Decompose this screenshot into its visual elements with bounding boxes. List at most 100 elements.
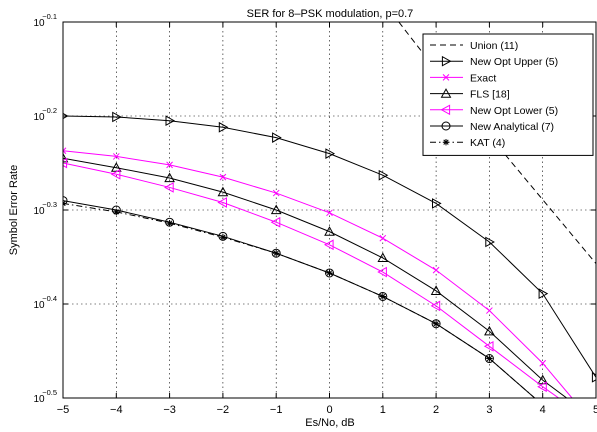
legend-box — [422, 33, 594, 156]
y-tick-exponent: −0.5 — [42, 388, 57, 397]
data-point-asterisk — [486, 355, 493, 362]
data-point-x — [326, 209, 333, 217]
data-point-circle — [441, 121, 451, 131]
data-point-triangle-up — [440, 88, 452, 98]
data-point-triangle-right — [591, 371, 596, 383]
data-point-asterisk — [379, 293, 386, 300]
data-point-triangle-left — [537, 381, 547, 393]
y-tick-exponent: −0.1 — [42, 12, 57, 21]
x-axis-label: Es/No, dB — [305, 417, 355, 429]
legend-label: New Analytical (7) — [470, 121, 554, 133]
ticks — [62, 21, 597, 399]
data-point-triangle-left — [377, 266, 387, 278]
y-tick-label: 10 — [33, 112, 45, 123]
y-tick-label: 10 — [33, 206, 45, 217]
data-point-asterisk — [273, 250, 280, 257]
x-tick-label: −4 — [110, 404, 123, 416]
y-tick-exponent: −0.4 — [42, 294, 57, 303]
data-point-x — [63, 147, 67, 155]
data-point-x — [379, 234, 387, 242]
data-point-x — [432, 266, 440, 274]
data-point-triangle-up — [217, 186, 229, 197]
data-point-triangle-right — [441, 55, 452, 67]
data-point-circle — [378, 291, 388, 301]
data-point-triangle-left — [440, 104, 451, 116]
x-tick-label: 0 — [326, 404, 332, 416]
x-tick-label: −5 — [57, 404, 70, 416]
chart-title: SER for 8–PSK modulation, p=0.7 — [247, 8, 414, 20]
y-tick-label: 10 — [33, 394, 45, 405]
data-point-triangle-left — [270, 216, 281, 228]
data-point-triangle-up — [484, 325, 495, 336]
data-point-x — [539, 359, 547, 367]
data-point-triangle-right — [112, 111, 122, 123]
data-point-x — [486, 307, 493, 314]
data-point-triangle-left — [217, 197, 227, 208]
x-tick-label: 4 — [540, 404, 546, 416]
data-point-x — [112, 153, 120, 160]
data-point-triangle-right — [165, 115, 176, 127]
y-axis-label: Symbol Error Rate — [8, 165, 20, 255]
data-point-triangle-left — [164, 182, 174, 193]
legend-label: New Opt Lower (5) — [470, 105, 558, 117]
legend-label: KAT (4) — [470, 137, 505, 149]
series-line — [63, 162, 559, 398]
data-point-triangle-left — [483, 340, 494, 352]
data-point-circle — [431, 319, 441, 329]
data-point-circle — [325, 268, 334, 278]
series-line — [63, 157, 567, 398]
data-point-triangle-up — [63, 152, 69, 163]
data-point-asterisk — [166, 219, 173, 227]
data-point-x — [219, 173, 227, 181]
data-point-asterisk — [442, 139, 450, 146]
y-tick-label: 10 — [33, 18, 45, 29]
data-point-triangle-up — [270, 204, 282, 215]
data-point-triangle-up — [377, 252, 389, 263]
data-point-triangle-right — [485, 236, 495, 248]
data-point-triangle-up — [324, 226, 335, 236]
data-point-triangle-left — [110, 168, 121, 180]
y-tick-exponent: −0.3 — [42, 200, 57, 209]
data-point-circle — [484, 354, 494, 364]
legend-label: Exact — [470, 72, 496, 84]
data-point-asterisk — [219, 234, 227, 241]
legend-label: FLS [18] — [470, 89, 510, 101]
data-point-triangle-left — [63, 157, 68, 169]
y-tick-labels: 10−0.110−0.210−0.310−0.410−0.5 — [33, 12, 57, 405]
data-point-triangle-right — [378, 169, 389, 181]
series-4 — [63, 157, 559, 398]
data-point-triangle-right — [432, 198, 442, 209]
data-point-triangle-right — [272, 132, 282, 143]
data-point-asterisk — [113, 208, 120, 216]
data-point-x — [272, 189, 280, 197]
data-point-x — [442, 74, 450, 81]
data-point-asterisk — [326, 269, 333, 277]
data-point-triangle-left — [323, 239, 334, 251]
series-2 — [63, 147, 573, 398]
data-point-x — [166, 161, 173, 169]
x-tick-label: 3 — [486, 404, 492, 416]
data-point-triangle-left — [430, 300, 441, 312]
series-6 — [63, 200, 536, 398]
data-point-triangle-right — [218, 121, 229, 133]
data-point-circle — [63, 196, 68, 206]
data-point-circle — [271, 248, 281, 258]
x-tick-label: −1 — [270, 404, 283, 416]
data-point-triangle-right — [538, 288, 549, 300]
y-tick-exponent: −0.2 — [42, 106, 57, 115]
x-tick-labels: −5 −4 −3 −2 −1 0 1 2 3 4 5 — [57, 404, 597, 416]
legend-label: Union (11) — [470, 40, 518, 52]
series-1 — [63, 111, 596, 383]
legend-label: New Opt Upper (5) — [470, 56, 558, 68]
data-point-asterisk — [432, 320, 440, 327]
grid — [63, 22, 596, 398]
data-point-triangle-up — [430, 285, 442, 295]
x-tick-label: 2 — [433, 404, 439, 416]
x-tick-label: −3 — [163, 404, 176, 416]
series-line — [63, 202, 536, 398]
data-point-triangle-up — [164, 172, 175, 183]
x-tick-label: −2 — [217, 404, 230, 416]
x-tick-label: 1 — [380, 404, 386, 416]
y-tick-label: 10 — [33, 300, 45, 311]
